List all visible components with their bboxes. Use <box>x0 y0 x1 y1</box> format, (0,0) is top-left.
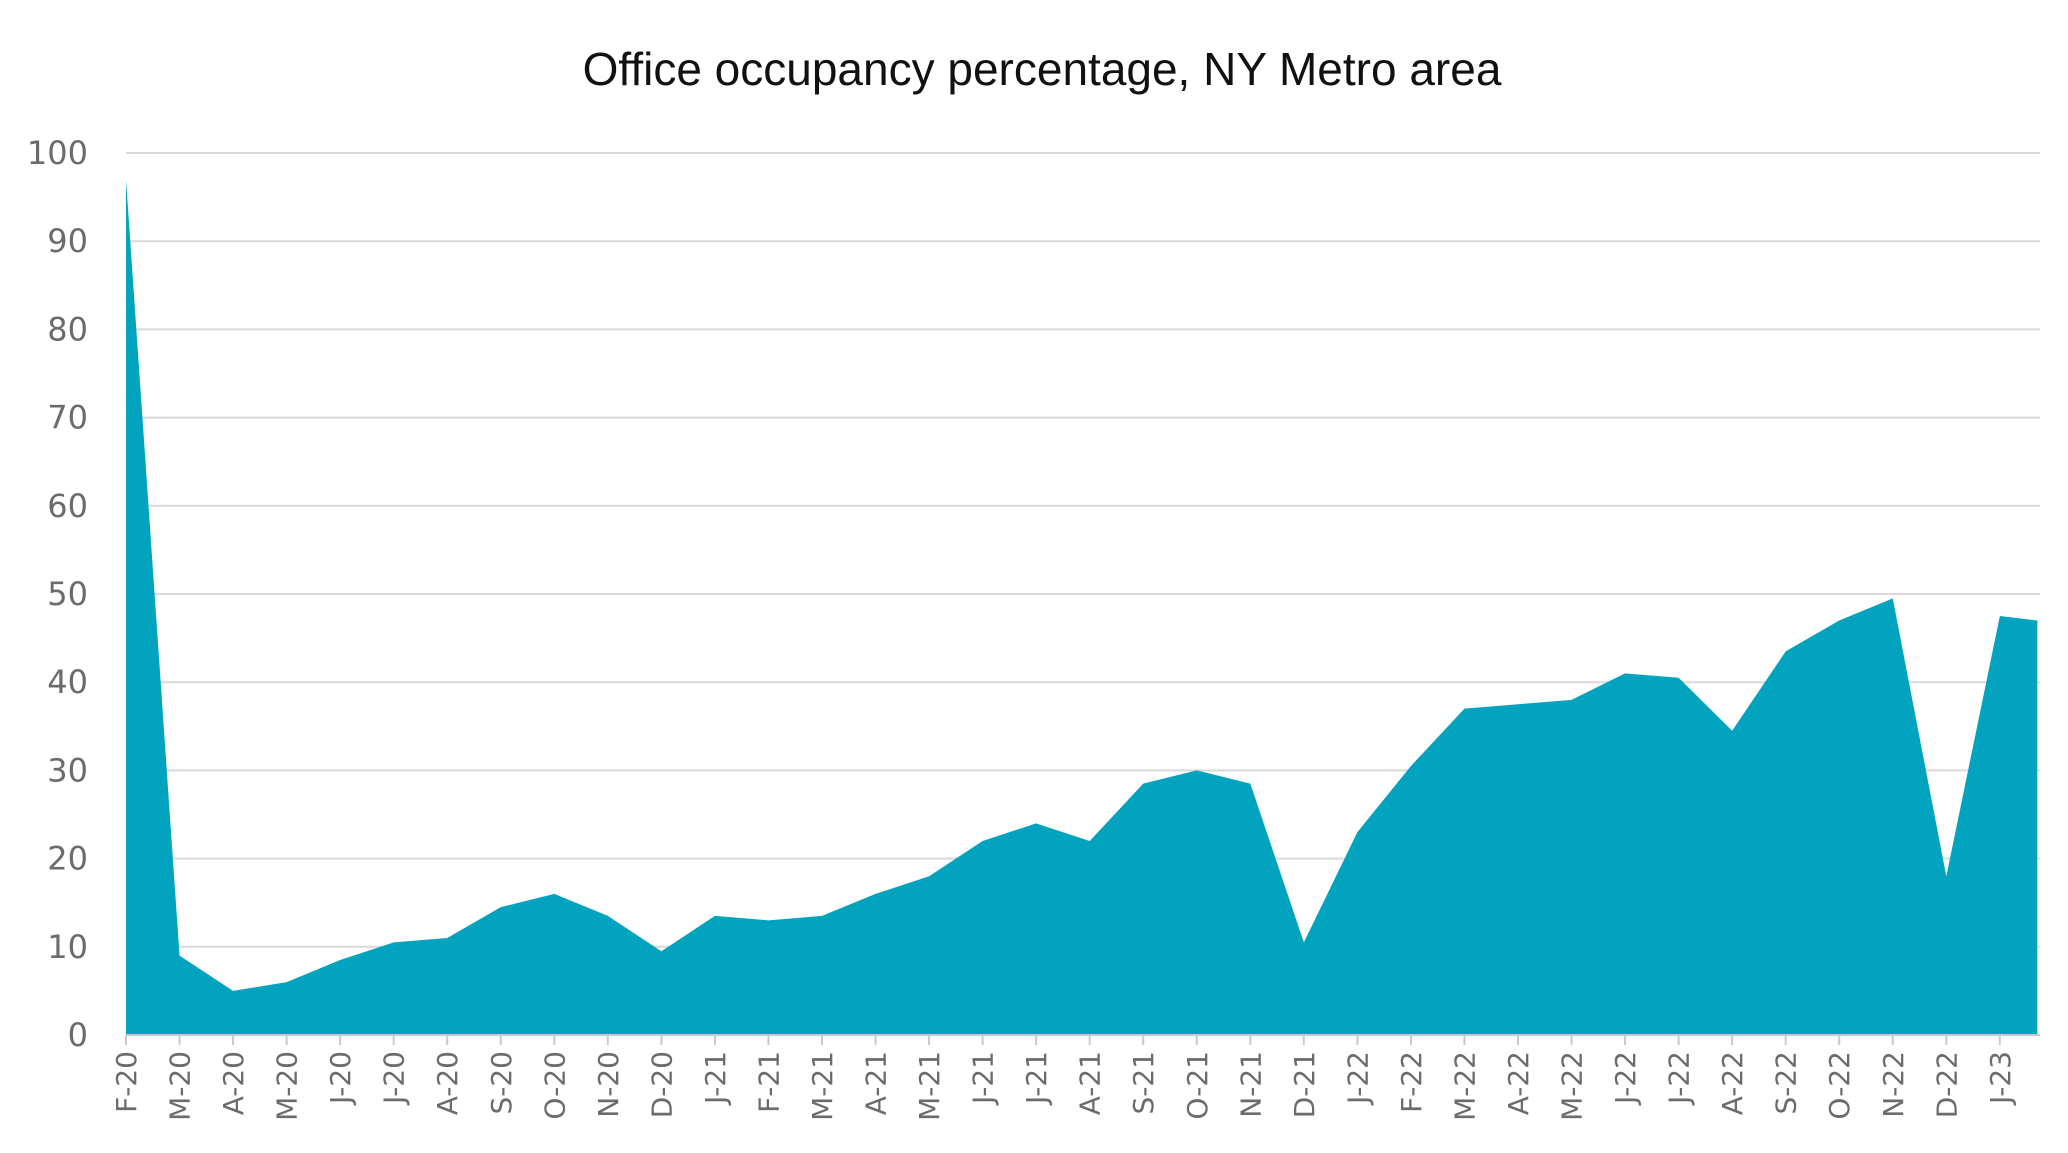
x-tick-label: M-20 <box>271 1051 304 1121</box>
x-tick-label: O-20 <box>538 1051 571 1120</box>
x-tick-label: A-20 <box>217 1051 250 1115</box>
x-tick-label: O-22 <box>1823 1051 1856 1120</box>
x-tick-label: A-22 <box>1716 1051 1749 1115</box>
x-tick-label: J-22 <box>1609 1051 1642 1106</box>
y-axis-tick-labels: 0 10 20 30 40 50 60 70 80 90 100 <box>27 134 88 1054</box>
x-tick-label: F-22 <box>1395 1051 1428 1113</box>
x-tick-label: J-21 <box>1020 1051 1053 1106</box>
y-tick-label: 0 <box>68 1016 88 1054</box>
x-tick-label: J-22 <box>1341 1051 1374 1106</box>
y-tick-label: 70 <box>47 399 88 437</box>
area-series <box>126 179 2038 1035</box>
y-tick-label: 50 <box>47 575 88 613</box>
x-tick-label: M-22 <box>1556 1051 1589 1121</box>
y-tick-label: 20 <box>47 840 88 878</box>
x-tick-label: J-21 <box>967 1051 1000 1106</box>
x-tick-label: J-22 <box>1663 1051 1696 1106</box>
x-tick-label: J-20 <box>378 1051 411 1106</box>
x-tick-label: D-21 <box>1288 1051 1321 1118</box>
x-tick-label: S-20 <box>485 1051 518 1115</box>
x-tick-label: F-20 <box>110 1051 143 1113</box>
chart-title: Office occupancy percentage, NY Metro ar… <box>583 43 1502 95</box>
y-tick-label: 60 <box>47 487 88 525</box>
x-tick-label: A-21 <box>1074 1051 1107 1115</box>
x-tick-label: D-22 <box>1930 1051 1963 1118</box>
x-axis <box>125 1034 2040 1045</box>
x-tick-label: M-21 <box>913 1051 946 1121</box>
x-tick-label: F-21 <box>752 1051 785 1113</box>
y-tick-label: 30 <box>47 751 88 789</box>
occupancy-area <box>126 179 2038 1035</box>
x-tick-label: J-21 <box>699 1051 732 1106</box>
y-tick-label: 80 <box>47 310 88 348</box>
y-tick-label: 10 <box>47 928 88 966</box>
x-tick-label: S-21 <box>1127 1051 1160 1115</box>
y-tick-label: 100 <box>27 134 88 172</box>
y-tick-label: 90 <box>47 222 88 260</box>
x-tick-label: N-20 <box>592 1051 625 1118</box>
x-tick-label: J-23 <box>1984 1051 2017 1106</box>
x-tick-label: M-22 <box>1448 1051 1481 1121</box>
x-tick-label: O-21 <box>1181 1051 1214 1120</box>
x-tick-label: M-21 <box>806 1051 839 1121</box>
x-axis-tick-labels: F-20 M-20 A-20 M-20 J-20 J-20 A-20 S-20 O-20 N-20… <box>110 1051 2017 1121</box>
x-tick-label: J-20 <box>324 1051 357 1106</box>
y-tick-label: 40 <box>47 663 88 701</box>
x-tick-label: D-20 <box>645 1051 678 1118</box>
x-tick-label: S-22 <box>1770 1051 1803 1115</box>
x-tick-label: M-20 <box>164 1051 197 1121</box>
x-tick-label: N-21 <box>1234 1051 1267 1118</box>
x-tick-label: N-22 <box>1877 1051 1910 1118</box>
gridlines <box>126 152 2040 948</box>
x-tick-label: A-21 <box>860 1051 893 1115</box>
x-tick-label: A-22 <box>1502 1051 1535 1115</box>
x-tick-label: A-20 <box>431 1051 464 1115</box>
